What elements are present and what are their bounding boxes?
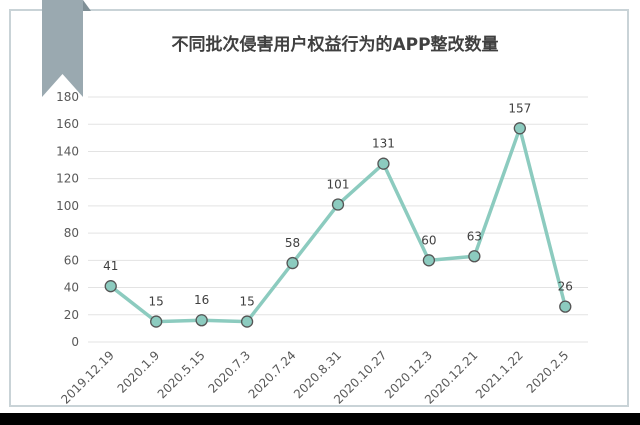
data-point-marker (286, 256, 299, 270)
data-point-marker (331, 198, 345, 211)
bookmark-ribbon-icon (42, 0, 91, 97)
y-tick-label: 100 (56, 199, 79, 213)
x-tick-label: 2020.5.15 (155, 348, 208, 401)
y-tick-label: 60 (64, 253, 79, 267)
data-label: 58 (285, 236, 300, 250)
y-tick-label: 20 (64, 308, 79, 322)
data-point-marker (150, 315, 163, 328)
chart-title: 不同批次侵害用户权益行为的APP整改数量 (171, 35, 499, 55)
data-point-marker (422, 254, 436, 267)
data-point-marker (559, 300, 572, 313)
y-tick-label: 140 (56, 144, 79, 158)
x-tick-label: 2019.12.19 (58, 348, 116, 406)
data-point-marker (513, 122, 526, 135)
y-tick-label: 120 (56, 172, 79, 186)
data-label: 63 (467, 229, 482, 243)
data-point-marker (377, 157, 390, 170)
y-tick-label: 180 (56, 90, 79, 104)
data-point-marker (104, 280, 117, 293)
data-label: 101 (327, 178, 350, 192)
y-tick-label: 160 (56, 117, 79, 131)
line-chart: 0 20 40 60 80 100 120 140 160 180 2019.12.192020.1… (56, 90, 588, 407)
data-label: 157 (508, 101, 531, 115)
x-tick-label: 2020.7.24 (246, 348, 299, 401)
data-label: 26 (558, 280, 573, 294)
data-label: 131 (372, 137, 395, 151)
chart-frame (9, 9, 629, 407)
data-point-marker (468, 250, 481, 263)
data-label: 15 (239, 295, 254, 309)
data-label: 15 (149, 295, 164, 309)
bottom-black-band (0, 413, 640, 425)
x-tick-label: 2020.2.5 (524, 348, 572, 396)
data-label: 41 (103, 259, 118, 273)
y-tick-label: 0 (71, 335, 79, 349)
data-label: 60 (421, 233, 436, 247)
y-tick-label: 80 (64, 226, 79, 240)
x-tick-label: 2020.1.9 (115, 348, 163, 396)
x-tick-label: 2021.1.22 (473, 348, 526, 401)
x-tick-label: 2020.7.3 (206, 348, 254, 396)
data-point-marker (240, 315, 254, 328)
data-point-marker (195, 314, 208, 327)
data-label: 16 (194, 293, 209, 307)
y-tick-label: 40 (64, 281, 79, 295)
data-line (109, 126, 567, 324)
